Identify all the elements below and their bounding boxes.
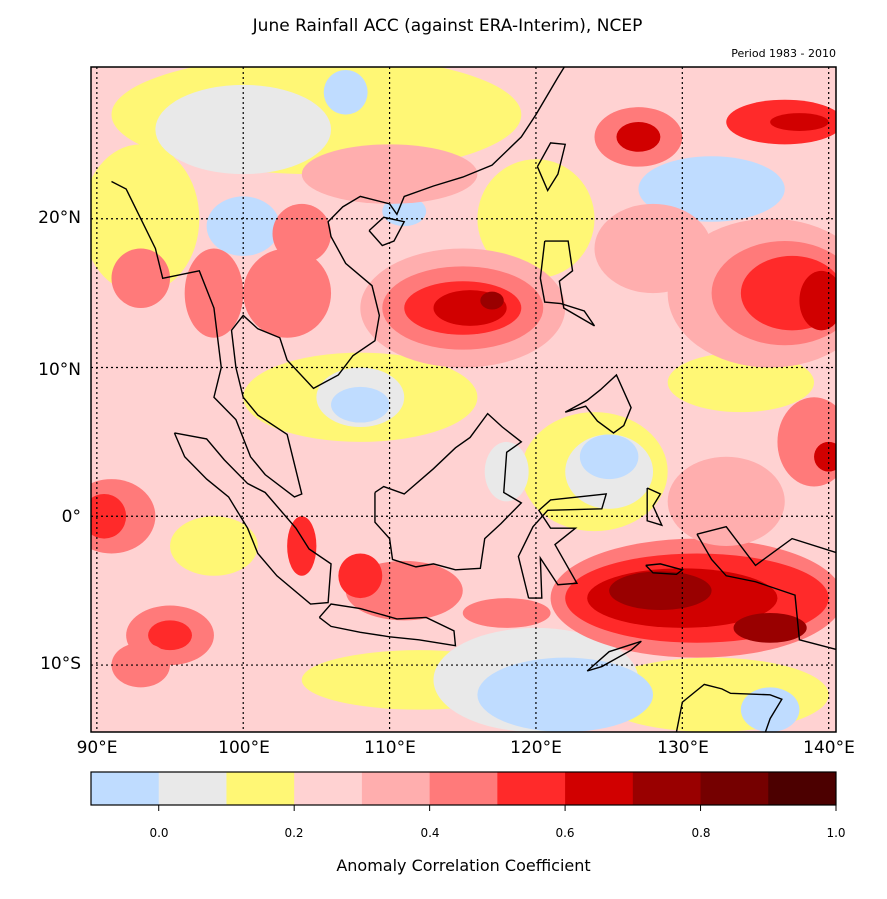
acc-contour-region [638, 156, 785, 222]
acc-contour-region [331, 386, 390, 423]
acc-contour-region [338, 553, 383, 599]
lon-tick-label: 100°E [218, 738, 270, 758]
acc-contour-region [733, 612, 807, 643]
colorbar-segment [632, 772, 702, 805]
coastline [173, 432, 332, 605]
colorbar-segment [497, 772, 566, 805]
acc-contour-region [301, 144, 478, 204]
colorbar-tick-label: 0.6 [555, 826, 575, 840]
acc-contour-region [484, 441, 529, 502]
colorbar-segment [91, 772, 160, 805]
acc-contour-region [155, 84, 332, 175]
lat-tick-label: 20°N [38, 208, 81, 228]
lon-tick-label: 90°E [76, 738, 118, 758]
lon-tick-label: 110°E [364, 738, 416, 758]
acc-contour-region [740, 687, 800, 732]
gridlines [91, 67, 836, 732]
lon-tick-label: 140°E [803, 738, 855, 758]
coastline [586, 640, 642, 672]
acc-contour-region [799, 270, 836, 331]
acc-contour-region [462, 598, 551, 628]
coastline [368, 216, 406, 247]
colorbar [90, 771, 837, 811]
acc-field [91, 67, 836, 732]
acc-contour-region [770, 113, 829, 131]
coastlines [111, 67, 836, 732]
acc-contour-region [111, 248, 171, 309]
coastline [374, 412, 523, 571]
acc-contour-region [480, 291, 504, 310]
map-frame [90, 66, 837, 733]
coastline [645, 563, 684, 576]
coastline [675, 683, 783, 732]
coastline [646, 487, 664, 527]
lon-tick-label: 130°E [657, 738, 709, 758]
coastline [696, 525, 836, 651]
acc-contour-region [111, 642, 171, 688]
coastline [517, 493, 608, 599]
chart-title: June Rainfall ACC (against ERA-Interim),… [252, 16, 643, 36]
acc-contour-region [184, 248, 244, 338]
coastline [111, 67, 566, 498]
acc-contour-region [91, 493, 127, 539]
acc-contour-region [91, 144, 200, 294]
chart-subtitle: Period 1983 - 2010 [731, 47, 836, 60]
acc-contour-region [814, 441, 836, 472]
colorbar-segment [158, 772, 227, 805]
colorbar-segment [226, 772, 295, 805]
acc-contour-region [287, 516, 317, 576]
acc-contour-region [206, 196, 280, 256]
acc-contour-region [323, 69, 368, 115]
colorbar-segment [294, 772, 363, 805]
colorbar-tick-label: 0.8 [691, 826, 711, 840]
colorbar-segment [361, 772, 431, 805]
colorbar-tick-label: 1.0 [826, 826, 846, 840]
acc-contour-region [579, 434, 639, 480]
acc-contour-region [477, 657, 654, 732]
acc-contour-region [148, 620, 192, 651]
colorbar-segment [700, 772, 769, 805]
lon-tick-label: 120°E [510, 738, 562, 758]
acc-contour-region [616, 122, 661, 152]
colorbar-segment [429, 772, 498, 805]
acc-contour-region [609, 571, 712, 611]
acc-contour-region [777, 397, 836, 487]
acc-contour-region [243, 248, 332, 338]
coastline [318, 603, 457, 647]
coastline [539, 240, 596, 327]
acc-contour-region [594, 203, 712, 294]
colorbar-tick-label: 0.0 [149, 826, 169, 840]
colorbar-tick-label: 0.2 [284, 826, 304, 840]
colorbar-segment [768, 772, 837, 805]
acc-contour-region [667, 456, 785, 547]
colorbar-label: Anomaly Correlation Coefficient [336, 856, 591, 875]
acc-contour-region [272, 203, 332, 264]
colorbar-frame [90, 771, 837, 806]
coastline [536, 142, 567, 192]
colorbar-tick-label: 0.4 [420, 826, 440, 840]
colorbar-segment [565, 772, 634, 805]
lat-tick-label: 10°N [38, 360, 81, 380]
coastline [564, 373, 632, 434]
acc-contour-region [170, 516, 258, 576]
lat-tick-label: 10°S [40, 654, 81, 674]
lat-tick-label: 0° [61, 507, 81, 527]
